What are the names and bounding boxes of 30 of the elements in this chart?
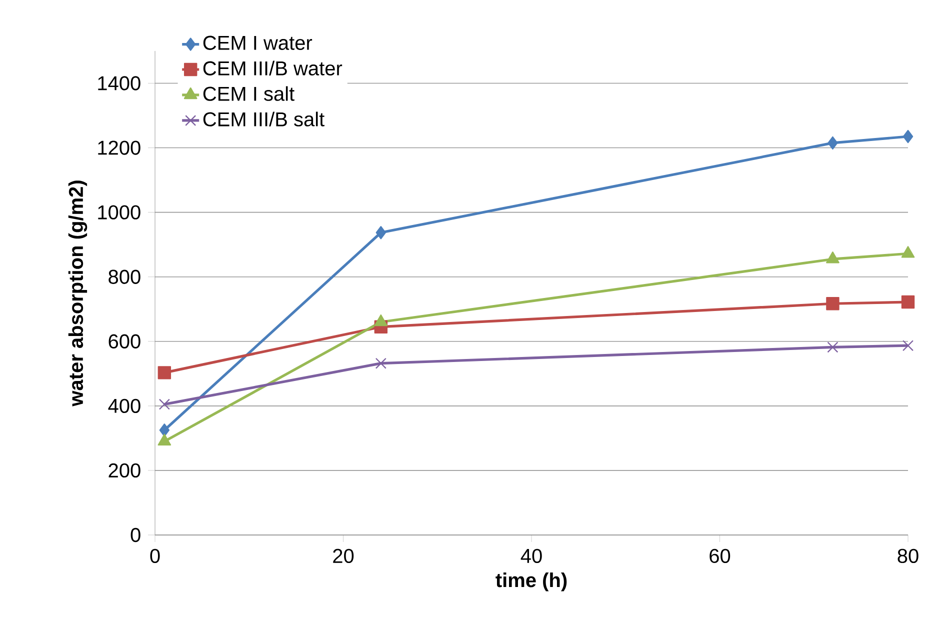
point (826, 297, 840, 310)
point (901, 295, 915, 309)
y-tick-label: 1000 (98, 205, 140, 220)
point (158, 366, 172, 380)
legend-label: CEM I salt (203, 86, 294, 101)
x-tick-label: 40 (520, 548, 542, 564)
point (158, 398, 170, 410)
y-tick-label: 800 (108, 270, 140, 284)
y-tick-label: 1400 (98, 76, 140, 90)
y-tick-label: 200 (108, 463, 140, 478)
y-axis-title: water absorption (g/m2) (68, 180, 88, 406)
point (902, 130, 914, 144)
y-tick-label: 400 (108, 398, 140, 414)
y-tick-label: 1200 (98, 140, 140, 155)
point (902, 340, 914, 352)
y-tick-label: 600 (108, 334, 140, 348)
point (828, 136, 838, 150)
legend-label: CEM III/B water (203, 60, 342, 76)
point (376, 226, 386, 240)
point (375, 358, 386, 369)
x-tick-label: 80 (898, 548, 918, 564)
point (827, 342, 838, 353)
point (159, 424, 170, 437)
x-tick-label: 60 (710, 548, 730, 564)
x-axis-title: time (h) (496, 572, 567, 592)
y-tick-label: 0 (130, 528, 140, 542)
x-tick-label: 0 (150, 548, 160, 564)
x-tick-label: 20 (333, 548, 354, 564)
legend-label: CEM III/B salt (203, 112, 324, 126)
legend-label: CEM I water (203, 36, 312, 50)
